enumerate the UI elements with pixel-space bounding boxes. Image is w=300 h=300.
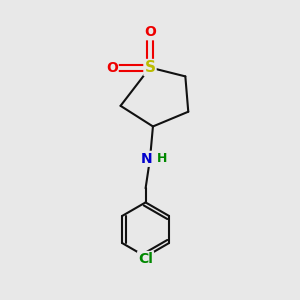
Text: H: H <box>157 152 168 165</box>
Text: S: S <box>145 60 155 75</box>
Text: O: O <box>106 61 118 75</box>
Text: Cl: Cl <box>138 252 153 266</box>
Text: N: N <box>141 152 153 166</box>
Text: O: O <box>144 25 156 39</box>
